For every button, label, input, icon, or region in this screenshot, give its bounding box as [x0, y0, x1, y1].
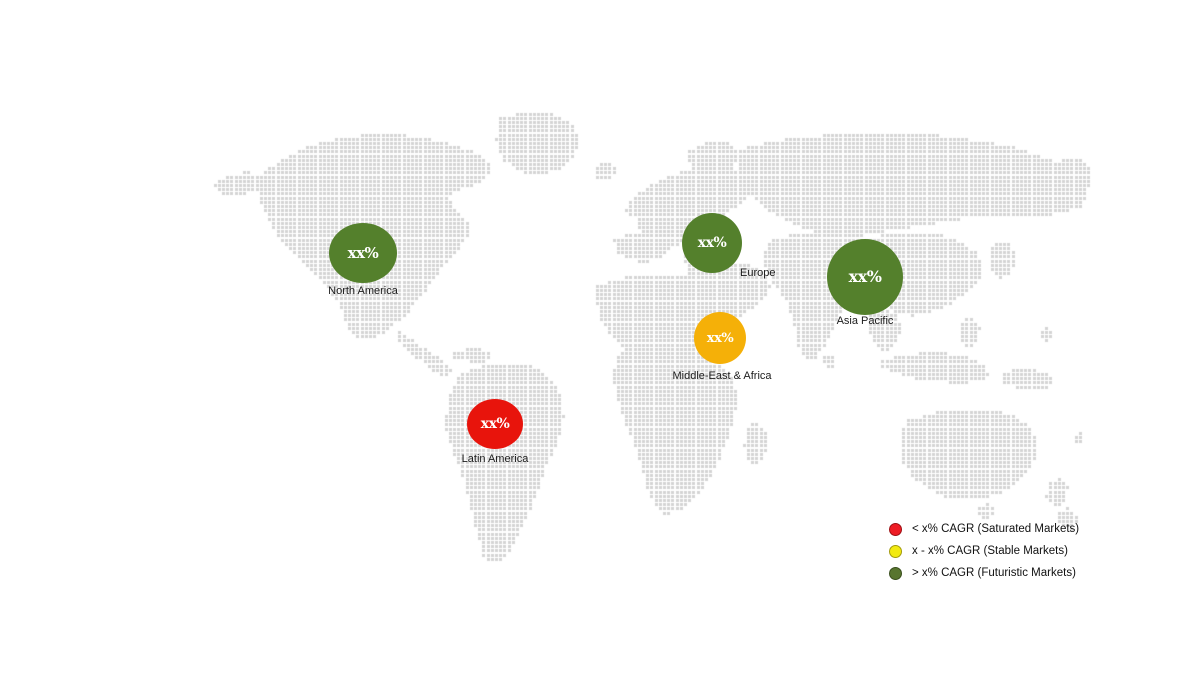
bubble-value-middle-east-africa: xx%: [706, 330, 734, 346]
bubble-circle-asia-pacific: xx%: [827, 239, 903, 315]
region-label-europe: Europe: [740, 267, 776, 279]
legend-futuristic-label: > x% CAGR (Futuristic Markets): [912, 566, 1076, 579]
region-bubble-middle-east-africa[interactable]: xx% Middle-East & Africa: [672, 312, 772, 382]
legend-stable-dot-icon: [889, 544, 902, 558]
bubble-value-north-america: xx%: [347, 243, 379, 262]
bubble-circle-latin-america: xx%: [467, 399, 523, 449]
legend-futuristic[interactable]: > x% CAGR (Futuristic Markets): [889, 562, 1119, 584]
region-bubble-europe[interactable]: xx% Europe: [682, 213, 775, 279]
legend-stable-label: x - x% CAGR (Stable Markets): [912, 544, 1068, 557]
bubble-circle-north-america: xx%: [329, 223, 397, 283]
region-bubble-latin-america[interactable]: xx% Latin America: [462, 399, 528, 465]
region-bubble-north-america[interactable]: xx% North America: [328, 223, 398, 297]
legend-saturated[interactable]: < x% CAGR (Saturated Markets): [889, 518, 1119, 540]
legend-stable[interactable]: x - x% CAGR (Stable Markets): [889, 540, 1119, 562]
legend-saturated-dot-icon: [889, 522, 902, 536]
bubble-circle-middle-east-africa: xx%: [694, 312, 746, 364]
region-label-latin-america: Latin America: [461, 453, 529, 465]
legend-saturated-label: < x% CAGR (Saturated Markets): [912, 522, 1080, 535]
bubble-value-asia-pacific: xx%: [848, 267, 882, 286]
region-label-asia-pacific: Asia Pacific: [836, 315, 894, 327]
bubble-value-latin-america: xx%: [480, 416, 510, 432]
cagr-legend: < x% CAGR (Saturated Markets) x - x% CAGR…: [889, 518, 1119, 584]
region-label-north-america: North America: [328, 285, 398, 297]
bubble-value-europe: xx%: [697, 235, 727, 251]
legend-futuristic-dot-icon: [889, 566, 902, 580]
bubble-circle-europe: xx%: [682, 213, 742, 273]
region-label-middle-east-africa: Middle-East & Africa: [672, 370, 772, 382]
region-bubble-asia-pacific[interactable]: xx% Asia Pacific: [827, 239, 903, 327]
